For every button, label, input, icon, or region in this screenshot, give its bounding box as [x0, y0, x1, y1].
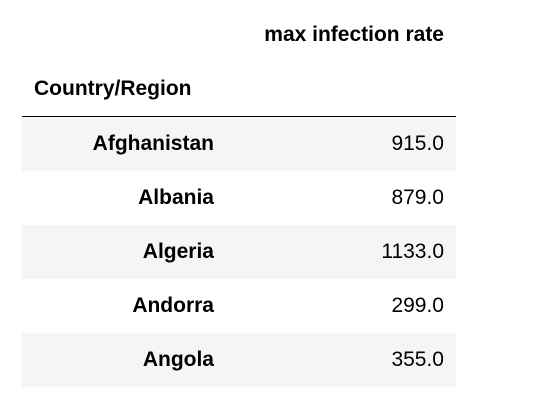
row-value-cell: 879.0 — [391, 186, 444, 209]
row-index-label: Andorra — [132, 294, 214, 317]
row-index-label: Afghanistan — [92, 132, 214, 155]
table-row: Afghanistan 915.0 — [22, 117, 456, 171]
table-row: Angola 355.0 — [22, 333, 456, 387]
row-index-label: Angola — [142, 348, 214, 371]
index-name-label: Country/Region — [34, 77, 192, 100]
row-value-cell: 355.0 — [391, 348, 444, 371]
row-value-cell: 1133.0 — [381, 240, 444, 263]
table-row: Albania 879.0 — [22, 171, 456, 225]
column-header-max-infection-rate: max infection rate — [264, 23, 444, 46]
table-row: Andorra 299.0 — [22, 279, 456, 333]
table-row: Algeria 1133.0 — [22, 225, 456, 279]
row-value-cell: 299.0 — [391, 294, 444, 317]
row-index-label: Algeria — [142, 240, 214, 263]
dataframe-table: max infection rate Country/Region Afghan… — [22, 8, 456, 387]
column-header-row: max infection rate — [22, 8, 456, 62]
row-index-label: Albania — [138, 186, 214, 209]
header-rule — [22, 116, 456, 117]
row-value-cell: 915.0 — [391, 132, 444, 155]
index-name-row: Country/Region — [22, 62, 456, 116]
